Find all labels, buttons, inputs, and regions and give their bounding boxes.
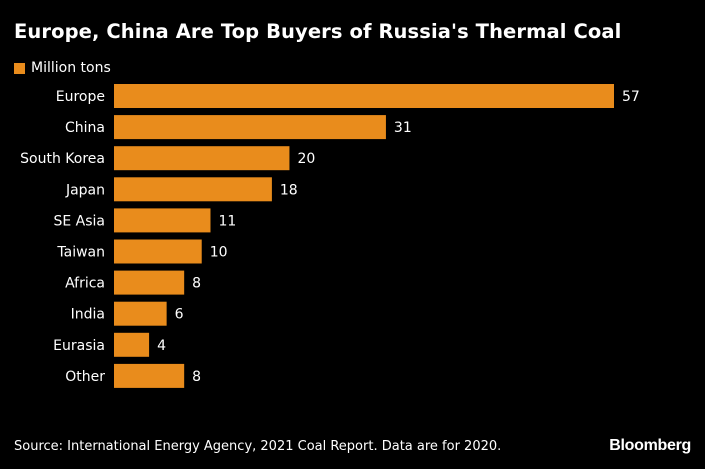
bar-other (114, 363, 185, 388)
category-label-other: Other (65, 369, 105, 385)
bar-japan (114, 177, 272, 202)
bar-taiwan (114, 239, 202, 264)
bar-china (114, 115, 386, 140)
source-note: Source: International Energy Agency, 202… (14, 439, 502, 454)
data-label-china: 31 (394, 120, 412, 136)
legend-label: Million tons (31, 60, 111, 76)
bar-south-korea (114, 146, 290, 171)
bar-africa (114, 270, 185, 295)
legend-swatch (14, 62, 25, 74)
category-label-south-korea: South Korea (20, 151, 105, 167)
chart-legend: Million tons (14, 60, 111, 76)
category-label-japan: Japan (65, 182, 105, 198)
data-label-india: 6 (175, 307, 184, 323)
category-label-china: China (65, 120, 105, 136)
bar-india (114, 301, 167, 326)
bloomberg-logo: Bloomberg (609, 437, 691, 454)
category-label-taiwan: Taiwan (56, 245, 105, 261)
category-label-africa: Africa (65, 276, 105, 292)
category-label-eurasia: Eurasia (53, 338, 105, 354)
data-label-europe: 57 (622, 89, 640, 105)
data-label-taiwan: 10 (210, 245, 228, 261)
data-label-africa: 8 (192, 276, 201, 292)
bar-eurasia (114, 332, 150, 357)
category-label-india: India (71, 307, 105, 323)
data-label-se-asia: 11 (218, 213, 236, 229)
category-label-europe: Europe (56, 89, 105, 105)
data-label-south-korea: 20 (297, 151, 315, 167)
bar-europe (114, 84, 614, 108)
category-label-se-asia: SE Asia (53, 213, 105, 229)
data-label-japan: 18 (280, 182, 298, 198)
bar-se-asia (114, 208, 211, 233)
data-label-eurasia: 4 (157, 338, 166, 354)
data-label-other: 8 (192, 369, 201, 385)
chart-title: Europe, China Are Top Buyers of Russia's… (14, 20, 622, 43)
